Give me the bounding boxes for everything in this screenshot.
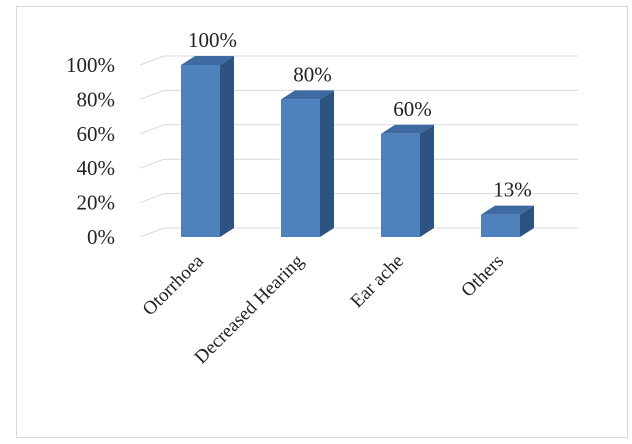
y-tick-label: 20% — [77, 191, 116, 215]
data-label: 60% — [393, 97, 432, 121]
bar-top — [181, 56, 234, 65]
gridline-depth — [139, 193, 165, 204]
bar — [281, 99, 320, 238]
y-tick-label: 100% — [66, 53, 115, 77]
gridline-depth — [139, 158, 165, 169]
bar-side — [520, 205, 534, 237]
gridline-depth — [139, 227, 165, 238]
y-tick-label: 40% — [77, 156, 116, 180]
y-tick-label: 80% — [77, 87, 116, 111]
category-label: Decreased Hearing — [191, 250, 309, 368]
data-label: 80% — [293, 62, 332, 86]
bar-top — [381, 124, 434, 134]
bar-side — [320, 90, 334, 238]
bar — [381, 133, 420, 237]
gridline-depth — [139, 89, 165, 100]
bar-side — [420, 124, 434, 237]
gridline-depth — [139, 55, 165, 66]
bar-side — [220, 56, 234, 237]
bar-top — [481, 205, 534, 215]
category-label: Otorrhoea — [139, 250, 209, 320]
gridline-depth — [139, 124, 165, 135]
data-label: 13% — [493, 178, 532, 202]
category-label: Ear ache — [347, 251, 408, 312]
category-label: Others — [457, 251, 508, 302]
y-tick-label: 60% — [77, 122, 116, 146]
bar-top — [281, 90, 334, 100]
bar — [481, 214, 520, 237]
y-tick-label: 0% — [87, 225, 115, 249]
bar — [181, 65, 220, 237]
data-label: 100% — [188, 28, 237, 52]
